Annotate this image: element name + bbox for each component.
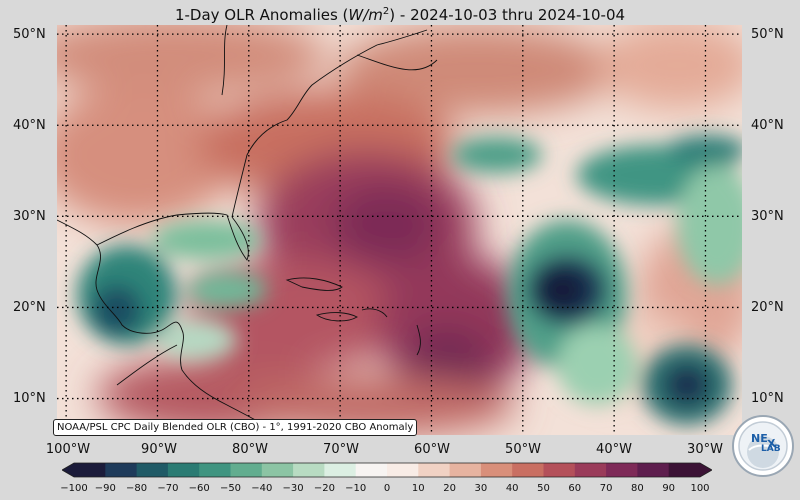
lon-label: 60°W xyxy=(414,442,450,457)
svg-text:NE: NE xyxy=(751,432,768,445)
colorbar-segment xyxy=(199,463,231,477)
lon-label: 70°W xyxy=(323,442,359,457)
colorbar-tick-label: −20 xyxy=(313,483,335,494)
colorbar-tick-label: −70 xyxy=(157,483,179,494)
colorbar-segment xyxy=(512,463,544,477)
colorbar-segment xyxy=(74,463,106,477)
colorbar-segment xyxy=(637,463,670,477)
colorbar-segment xyxy=(324,463,357,477)
lat-label-left: 40°N xyxy=(13,118,46,133)
colorbar-tick-label: 50 xyxy=(537,483,550,494)
colorbar-tick-label: −60 xyxy=(188,483,210,494)
colorbar-tick-label: 100 xyxy=(690,483,710,494)
colorbar-tick-label: 80 xyxy=(631,483,644,494)
lon-label: 80°W xyxy=(232,442,268,457)
colorbar-segment xyxy=(105,463,138,477)
map-title: 1-Day OLR Anomalies (W/m2) - 2024-10-03 … xyxy=(174,6,626,24)
colorbar-tick-label: −90 xyxy=(94,483,116,494)
colorbar-segment xyxy=(261,463,294,477)
colorbar-tick-label: −10 xyxy=(345,483,367,494)
lon-label: 100°W xyxy=(45,442,91,457)
colorbar-segment xyxy=(293,463,325,477)
lat-label-left: 50°N xyxy=(13,27,46,42)
colorbar-segment xyxy=(387,463,419,477)
colorbar-tick-label: 40 xyxy=(505,483,519,494)
nexlab-logo: NE X LAB xyxy=(732,415,794,477)
colorbar-tick-label: 60 xyxy=(568,483,582,494)
colorbar-segment xyxy=(606,463,638,477)
svg-text:X: X xyxy=(767,437,778,451)
lat-label-right: 20°N xyxy=(751,300,784,315)
colorbar-segment xyxy=(449,463,482,477)
graticule xyxy=(57,25,742,435)
colorbar-segment xyxy=(543,463,576,477)
lon-label: 30°W xyxy=(687,442,723,457)
colorbar-tick-label: −80 xyxy=(126,483,148,494)
colorbar-max-extend xyxy=(700,463,712,477)
colorbar-min-extend xyxy=(62,463,74,477)
colorbar-tick-label: −50 xyxy=(219,483,242,494)
lat-label-right: 10°N xyxy=(751,391,784,406)
lon-label: 40°W xyxy=(596,442,632,457)
colorbar-tick-label: 90 xyxy=(662,483,676,494)
data-source-note: NOAA/PSL CPC Daily Blended OLR (CBO) - 1… xyxy=(53,419,418,436)
colorbar-tick-label: −40 xyxy=(251,483,273,494)
colorbar-segment xyxy=(418,463,451,477)
olr-anomaly-map xyxy=(57,25,742,435)
colorbar-tick-label: −100 xyxy=(60,483,88,494)
colorbar-tick-label: −30 xyxy=(282,483,304,494)
coastlines xyxy=(57,25,438,431)
colorbar-tick-label: 70 xyxy=(599,483,613,494)
lon-label: 50°W xyxy=(505,442,541,457)
lat-label-right: 50°N xyxy=(751,27,784,42)
lat-label-left: 20°N xyxy=(13,300,46,315)
colorbar-segment xyxy=(480,463,513,477)
colorbar-segment xyxy=(136,463,169,477)
lat-label-right: 30°N xyxy=(751,209,784,224)
lon-label: 90°W xyxy=(141,442,177,457)
colorbar-segment xyxy=(574,463,607,477)
colorbar-tick-label: 10 xyxy=(411,483,425,494)
lat-label-right: 40°N xyxy=(751,118,784,133)
lat-label-left: 10°N xyxy=(13,391,46,406)
colorbar-segment xyxy=(230,463,263,477)
map-canvas xyxy=(57,25,742,435)
negative-anomaly-field xyxy=(77,135,742,425)
lat-label-left: 30°N xyxy=(13,209,46,224)
colorbar-tick-label: 30 xyxy=(474,483,488,494)
colorbar xyxy=(62,462,712,478)
colorbar-tick-label: 20 xyxy=(443,483,456,494)
colorbar-segment xyxy=(167,463,200,477)
colorbar-segment xyxy=(355,463,388,477)
colorbar-segment xyxy=(668,463,701,477)
svg-text:LAB: LAB xyxy=(761,444,781,454)
colorbar-tick-label: 0 xyxy=(383,483,391,494)
